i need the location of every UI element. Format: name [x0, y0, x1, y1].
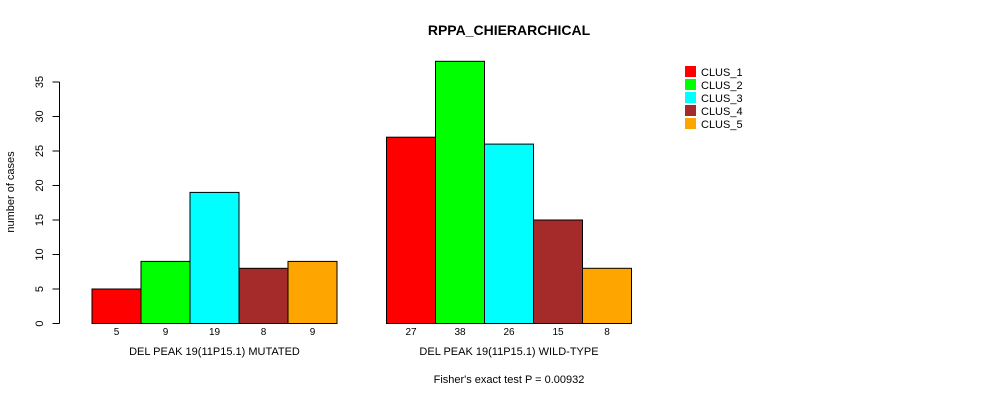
y-tick-label: 0: [34, 320, 46, 326]
y-axis-label: number of cases: [5, 151, 17, 233]
category-label-2: DEL PEAK 19(11P15.1) WILD-TYPE: [419, 346, 598, 358]
bar-clus-4-group-1: [238, 267, 289, 324]
bar-clus-1-group-2: [386, 136, 436, 324]
bar-value-label: 38: [454, 327, 466, 338]
fisher-test-label: Fisher's exact test P = 0.00932: [434, 374, 585, 386]
bar-value-label: 15: [552, 327, 564, 338]
legend-label: CLUS_1: [701, 67, 743, 79]
legend-label: CLUS_4: [701, 106, 743, 118]
y-tick-label: 10: [34, 248, 46, 260]
category-label-1: DEL PEAK 19(11P15.1) MUTATED: [129, 346, 300, 358]
y-tick-label: 30: [34, 110, 46, 122]
bar-value-label: 8: [604, 327, 610, 338]
chart-title: RPPA_CHIERARCHICAL: [428, 22, 591, 38]
y-tick-label: 15: [34, 214, 46, 226]
bar-value-label: 9: [310, 327, 316, 338]
bar-clus-2-group-2: [435, 60, 485, 325]
bars: [91, 60, 632, 325]
y-tick-label: 5: [34, 286, 46, 292]
bar-value-label: 9: [163, 327, 169, 338]
y-tick-label: 25: [34, 145, 46, 157]
bar-value-label: 5: [114, 327, 120, 338]
y-tick-label: 20: [34, 179, 46, 191]
bar-value-label: 8: [261, 327, 267, 338]
legend-swatch-clus-2: [685, 79, 696, 90]
legend-label: CLUS_5: [701, 119, 743, 131]
legend-swatch-clus-4: [685, 105, 696, 116]
bar-clus-5-group-1: [287, 260, 338, 324]
bar-value-label: 27: [405, 327, 417, 338]
legend-swatch-clus-5: [685, 118, 696, 129]
legend-label: CLUS_2: [701, 80, 743, 92]
y-axis: 0 5 10 15 20 25 30 35: [34, 76, 60, 327]
bar-clus-2-group-1: [140, 260, 191, 324]
bar-value-label: 26: [503, 327, 515, 338]
legend-swatch-clus-1: [685, 66, 696, 77]
bar-clus-5-group-2: [582, 267, 632, 324]
bar-clus-1-group-1: [91, 288, 142, 324]
bar-clus-3-group-1: [189, 191, 240, 324]
bar-clus-3-group-2: [484, 143, 534, 324]
bar-clus-4-group-2: [533, 219, 583, 324]
bar-value-labels: 5 9 19 8 9 27 38 26 15 8: [114, 327, 611, 338]
y-tick-label: 35: [34, 76, 46, 88]
group-labels: DEL PEAK 19(11P15.1) MUTATED DEL PEAK 19(…: [129, 346, 598, 358]
legend-swatch-clus-3: [685, 92, 696, 103]
legend-label: CLUS_3: [701, 93, 743, 105]
bar-value-label: 19: [209, 327, 221, 338]
